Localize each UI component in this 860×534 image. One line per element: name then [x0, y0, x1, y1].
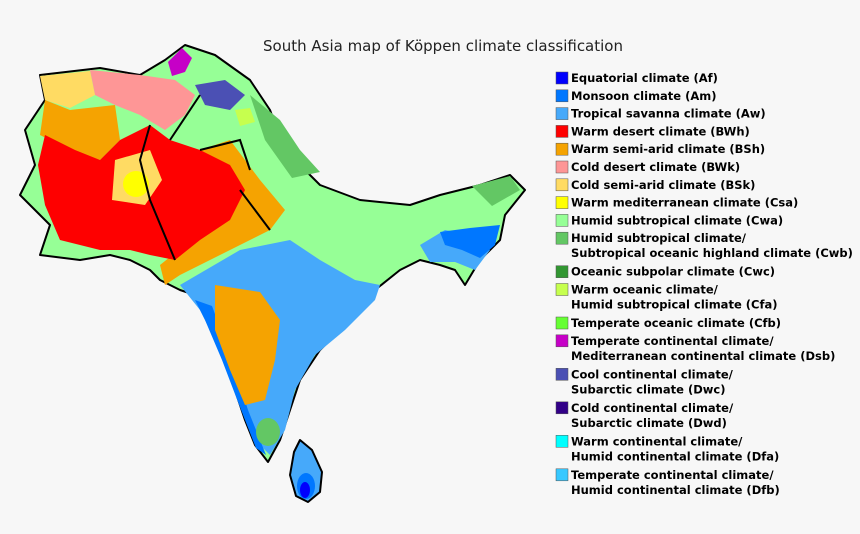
legend-label: Warm continental climate/ [571, 434, 743, 448]
border [138, 94, 271, 261]
zone-af [300, 482, 310, 498]
legend-label: Cool continental climate/ [571, 367, 734, 381]
legend-swatch [555, 265, 569, 278]
legend-swatch [555, 468, 569, 482]
zone-dwc [195, 80, 245, 110]
legend-label: Temperate continental climate/ [571, 468, 774, 482]
legend-swatch [555, 107, 569, 120]
legend-swatch [555, 142, 569, 156]
zone-am [195, 300, 266, 455]
legend-label: Humid continental climate (Dfb) [571, 483, 780, 497]
legend-label: Humid subtropical climate (Cfa) [571, 298, 777, 312]
legend-swatch [555, 283, 569, 296]
legend-label: Equatorial climate (Af) [571, 71, 718, 85]
legend-label: Humid subtropical climate (Cwa) [571, 213, 783, 227]
zone-bsk [40, 71, 95, 108]
legend: Equatorial climate (Af) Monsoon climate (… [555, 71, 853, 497]
legend-swatch [555, 316, 569, 330]
legend-swatch [555, 214, 569, 227]
legend-swatch [555, 334, 569, 348]
map [19, 44, 526, 503]
legend-swatch [555, 125, 569, 138]
legend-label: Subarctic climate (Dwc) [571, 382, 725, 396]
zone-cwb [256, 418, 280, 446]
legend-label: Humid continental climate (Dfa) [571, 449, 779, 463]
legend-label: Cold semi-arid climate (BSk) [571, 178, 755, 192]
legend-label: Tropical savanna climate (Aw) [571, 107, 766, 121]
zone-cwb [472, 176, 520, 206]
zone-cfa [235, 108, 255, 126]
legend-label: Warm mediterranean climate (Csa) [571, 196, 798, 210]
zone-cwb [250, 95, 320, 178]
legend-label: Warm desert climate (BWh) [571, 124, 750, 138]
legend-label: Warm oceanic climate/ [571, 283, 719, 297]
zone-csa [123, 171, 149, 197]
legend-swatch [555, 71, 569, 85]
legend-label: Cold desert climate (BWk) [571, 160, 740, 174]
legend-swatch [555, 368, 569, 381]
map-title: South Asia map of Köppen climate classif… [263, 37, 623, 55]
legend-label: Cold continental climate/ [571, 401, 734, 415]
zone-dsb [168, 48, 192, 76]
legend-label: Monsoon climate (Am) [571, 89, 717, 103]
legend-swatch [555, 435, 569, 448]
legend-swatch [555, 178, 569, 192]
zone-bsh [215, 285, 280, 405]
legend-label: Humid subtropical climate/ [571, 231, 747, 245]
legend-swatch [555, 89, 569, 103]
legend-label: Temperate continental climate/ [571, 334, 774, 348]
legend-swatch [555, 231, 569, 245]
zone-am [440, 225, 500, 258]
legend-label: Subtropical oceanic highland climate (Cw… [571, 246, 853, 260]
zone-bwk [90, 70, 195, 130]
legend-label: Warm semi-arid climate (BSh) [571, 142, 765, 156]
zone-bsh [160, 140, 285, 285]
legend-swatch [555, 401, 569, 415]
legend-label: Subarctic climate (Dwd) [571, 416, 727, 430]
legend-label: Oceanic subpolar climate (Cwc) [571, 265, 775, 279]
legend-label: Temperate oceanic climate (Cfb) [571, 316, 781, 330]
legend-swatch [555, 196, 569, 209]
legend-label: Mediterranean continental climate (Dsb) [571, 349, 835, 363]
legend-swatch [555, 160, 569, 174]
